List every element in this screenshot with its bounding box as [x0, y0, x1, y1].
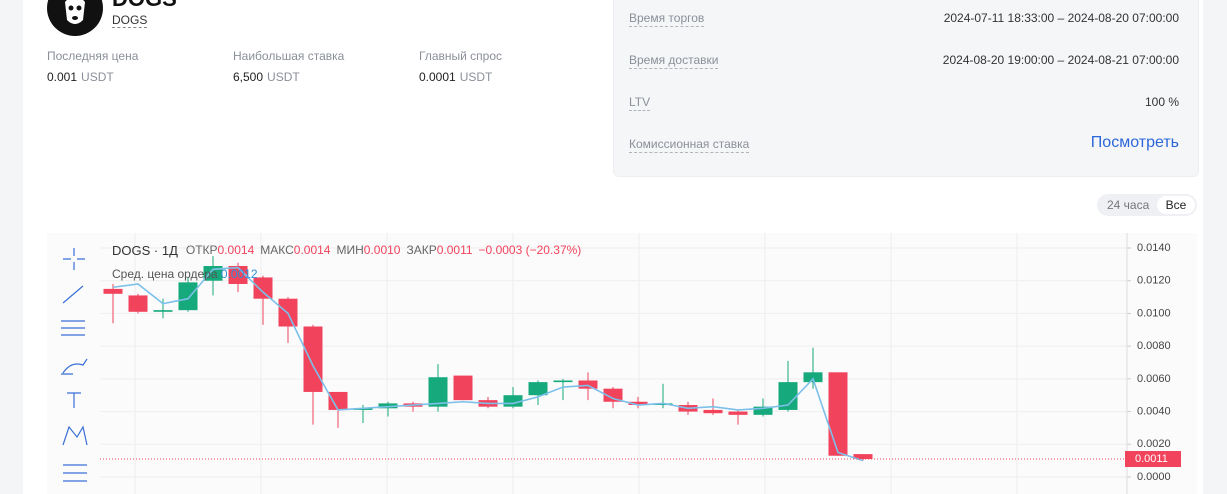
legend: DOGS · 1Д ОТКР 0.0014 МАКС 0.0014 МИН 0.0010 З…	[112, 243, 581, 258]
avg-line	[112, 266, 864, 462]
detail-label: LTV	[629, 95, 651, 111]
avg-value: 0.0012	[220, 267, 258, 281]
candle-body	[778, 382, 798, 410]
last-price-label: 0.0011	[1135, 453, 1168, 465]
detail-value: 100 %	[1144, 95, 1179, 109]
candle-body	[728, 411, 748, 415]
stat-value: 0.001 USDT	[47, 70, 114, 84]
candle-body	[178, 282, 198, 311]
y-tick-label: 0.0020	[1137, 438, 1171, 450]
detail-label: Время доставки	[629, 53, 719, 69]
candle-body	[428, 377, 448, 407]
legend-value: 0.0014	[293, 243, 331, 257]
details-card	[613, 0, 1199, 177]
candle-body	[228, 265, 248, 284]
stat-unit: USDT	[267, 70, 300, 84]
candle-body	[753, 406, 773, 415]
candle-body	[503, 395, 523, 407]
candle-body	[528, 382, 548, 396]
stat-label: Наибольшая ставка	[233, 49, 345, 63]
stat-label: Главный спрос	[419, 49, 503, 63]
candle-body	[653, 403, 673, 406]
last-price-tag	[1125, 451, 1181, 468]
candle-body	[828, 372, 848, 456]
candle-body	[253, 277, 273, 299]
legend-label: МАКС	[260, 243, 294, 257]
detail-value: 2024-07-11 18:33:00 – 2024-08-20 07:00:0…	[943, 11, 1179, 25]
chart: 0.0000 0.0020 0.0040 0.0060 0.0080 0.0100 0.01…	[47, 233, 1197, 494]
toggle-option-active[interactable]: Все	[1157, 196, 1195, 214]
candle-body	[628, 401, 648, 406]
detail-value: 2024-08-20 19:00:00 – 2024-08-21 07:00:0…	[942, 53, 1179, 67]
y-tick-label: 0.0060	[1137, 373, 1171, 385]
y-tick-label: 0.0040	[1137, 405, 1171, 417]
stat-value: 6,500 USDT	[233, 70, 300, 84]
detail-label: Время торгов	[629, 11, 705, 27]
stat-unit: USDT	[81, 70, 114, 84]
candle-body	[153, 310, 173, 312]
stat-value: 0.0001 USDT	[419, 70, 493, 84]
y-tick-label: 0.0120	[1137, 275, 1171, 287]
legend-value: 0.0011	[436, 243, 473, 257]
candle-body	[553, 380, 573, 383]
detail-label: Комиссионная ставка	[629, 137, 750, 153]
detail-link[interactable]: Посмотреть	[1090, 134, 1179, 151]
legend-label: МИН	[336, 243, 364, 257]
avg-legend: Сред. цена ордера 0.0012	[112, 267, 258, 281]
candle-body	[578, 380, 598, 389]
y-tick-label: 0.0080	[1137, 340, 1171, 352]
y-tick-label: 0.0100	[1137, 307, 1171, 319]
candle-body	[303, 326, 323, 392]
candle-body	[603, 388, 623, 402]
candle-body	[103, 288, 123, 294]
legend-change: −0.0003 (−20.37%)	[478, 243, 582, 257]
candle-body	[853, 454, 873, 460]
avg-label: Сред. цена ордера	[112, 267, 218, 281]
logo	[47, 0, 103, 36]
y-tick-label: 0.0140	[1137, 242, 1171, 254]
stat-label: Последняя цена	[47, 49, 139, 63]
legend-value: 0.0014	[217, 243, 255, 257]
stat-unit: USDT	[459, 70, 493, 84]
toolbar	[61, 248, 88, 482]
legend-label: ЗАКР	[406, 243, 437, 257]
candle-body	[803, 372, 823, 383]
candle-body	[453, 375, 473, 401]
candle-body	[703, 409, 723, 414]
y-tick-label: 0.0000	[1137, 471, 1171, 483]
legend-value: 0.0010	[363, 243, 401, 257]
candle-body	[328, 391, 348, 410]
subtitle: DOGS	[112, 13, 148, 28]
legend-label: ОТКР	[185, 243, 218, 257]
title: DOGS	[112, 0, 177, 12]
candle-body	[378, 403, 398, 409]
symbol: DOGS · 1Д	[112, 243, 178, 258]
toggle-option[interactable]: 24 часа	[1107, 198, 1150, 212]
candle-body	[353, 408, 373, 410]
candle-body	[128, 295, 148, 312]
